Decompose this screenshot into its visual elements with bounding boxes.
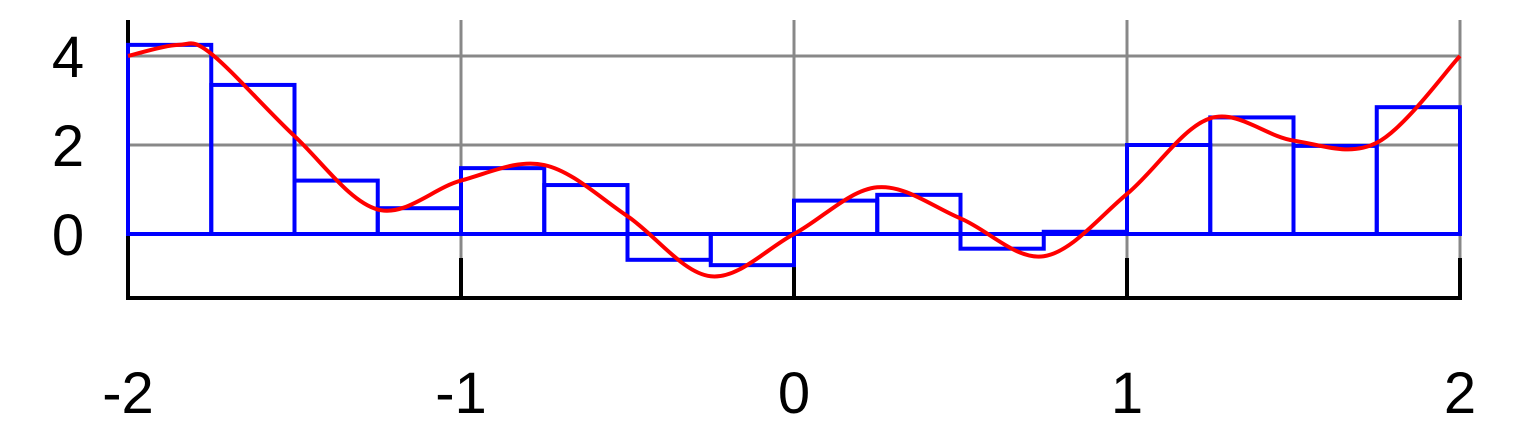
step-bin [292,178,380,237]
tick-labels: -2 -1 0 1 2 0 2 4 [52,25,1476,426]
x-tick-label: 0 [778,361,810,426]
step-bin [1374,105,1462,236]
curve-series [127,41,1462,279]
step-bin [625,232,713,262]
y-tick-label: 4 [52,25,84,90]
step-bin [126,42,214,236]
step-bin [1291,143,1379,236]
x-tick-label: 1 [1111,361,1143,426]
y-tick-label: 2 [52,114,84,179]
x-tick-label: 2 [1444,361,1476,426]
step-bin [1208,115,1296,236]
x-tick-label: -2 [102,361,154,426]
step-bin [1125,143,1213,236]
x-tick-label: -1 [435,361,487,426]
y-tick-label: 0 [52,203,84,268]
step-bin [209,82,297,236]
red-curve [127,41,1462,279]
